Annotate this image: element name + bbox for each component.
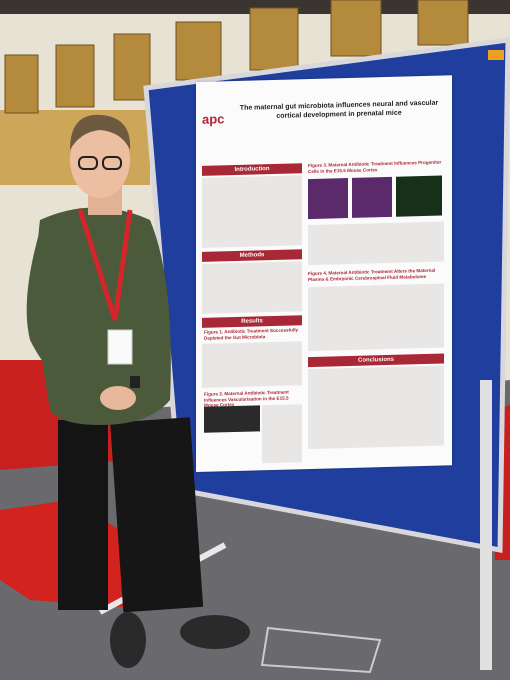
shoe [110,612,146,668]
arm [26,230,121,400]
ceiling [0,0,510,14]
section-header: Methods [202,249,302,262]
figure [262,404,302,464]
figure-image [396,175,442,217]
section-header: Introduction [202,163,302,176]
portrait [55,44,95,108]
trousers [110,417,204,613]
glasses [78,156,98,170]
portraits [4,0,469,114]
figure-image [352,176,392,218]
figure-title: Figure 1. Antibiotic Treatment Successfu… [204,327,299,341]
board-tag [488,50,504,60]
portrait [417,0,469,46]
figure [308,221,444,266]
section-header: Results [202,315,302,328]
text-block [202,175,302,248]
person [26,114,250,668]
trousers [58,420,108,610]
figure [308,283,444,352]
hands [100,386,136,410]
figure-image [204,405,260,433]
badge [107,329,133,365]
text-block [308,365,444,450]
lanyard [77,209,133,321]
portrait [330,0,382,57]
poster-title: The maternal gut microbiota influences n… [239,99,439,120]
figure [202,341,302,388]
board-stand [480,380,492,670]
figure-title: Figure 3. Maternal Antibiotic Treatment … [308,159,442,174]
figure-image [308,178,348,220]
portrait [4,54,39,114]
floor-sign [260,626,382,674]
portrait [249,7,299,71]
portrait [175,21,222,81]
poster-logo: apc [202,111,225,127]
hair [70,114,131,150]
shoe [180,615,250,649]
poster: apc The maternal gut microbiota influenc… [196,75,452,473]
figure-title: Figure 4. Maternal Antibiotic Treatment … [308,267,436,282]
watch [130,376,140,388]
face [70,122,130,198]
arm [115,225,166,405]
text-block [202,261,302,314]
glasses [102,156,122,170]
